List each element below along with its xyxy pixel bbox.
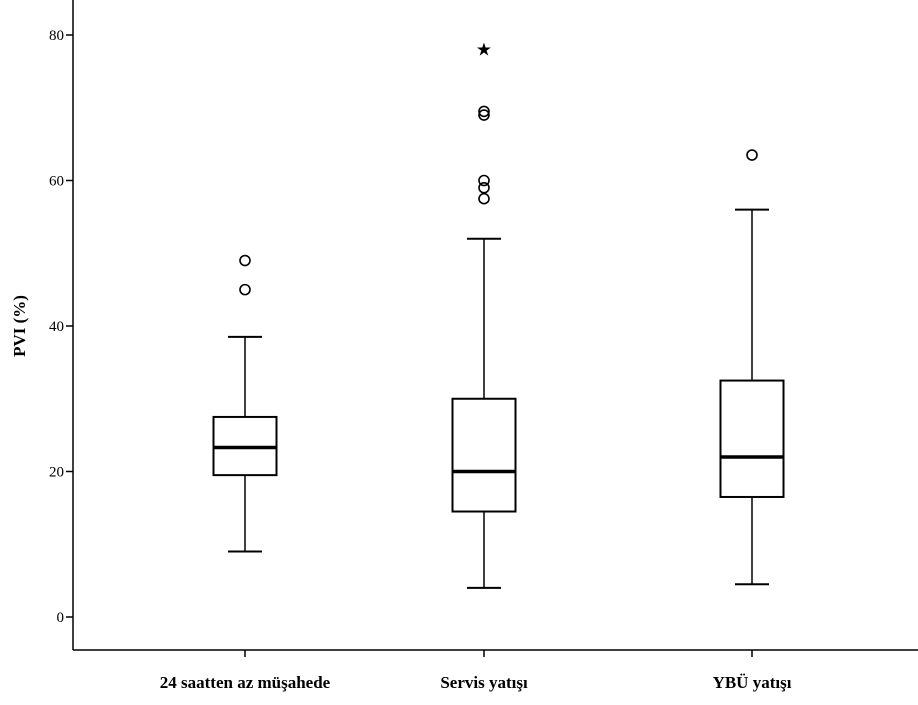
y-tick-label: 20 [49,465,64,481]
y-tick-label: 0 [57,610,65,626]
outlier-point [478,109,490,121]
outlier-point [239,254,251,267]
box-group [719,149,785,586]
x-tick-label: YBÜ yatışı [713,673,792,692]
y-tick-label: 60 [49,174,64,190]
outlier-point [239,283,251,296]
y-tick-label: 40 [49,319,64,335]
x-tick-label: Servis yatışı [440,673,528,692]
axes: 0 20 40 60 80 24 saatten az müşahede Servis ya… [49,0,918,692]
x-tick-label: 24 saatten az müşahede [160,673,331,692]
outlier-point [478,181,490,194]
y-axis-label: PVI (%) [10,295,29,357]
box-group [212,254,278,553]
boxes-layer: ★ [212,40,785,589]
outlier-point [478,192,490,205]
labels-layer: PVI (%) [10,295,29,357]
y-tick-label: 80 [49,28,64,44]
extreme-outlier-point: ★ [476,40,492,60]
iqr-box [719,379,785,498]
box-group: ★ [451,40,517,589]
outlier-point [746,149,758,161]
outlier-point [478,105,490,118]
outlier-point [478,174,490,187]
iqr-box [451,397,517,513]
